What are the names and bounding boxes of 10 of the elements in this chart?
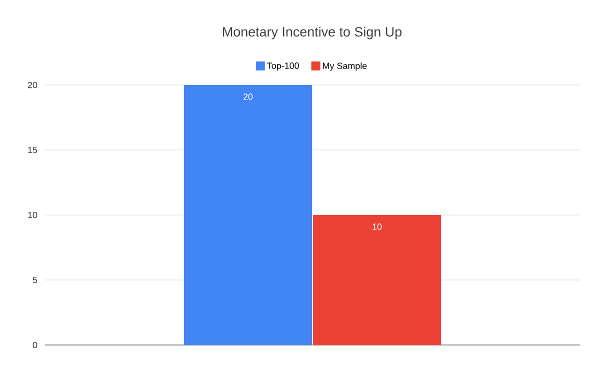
legend-label: Top-100: [267, 62, 299, 71]
legend-label: My Sample: [323, 62, 367, 71]
data-label: 20: [243, 94, 253, 100]
y-tick-label: 15: [28, 146, 38, 154]
data-label: 10: [372, 224, 382, 230]
y-tick-label: 5: [32, 276, 38, 284]
y-tick-label: 0: [32, 342, 38, 348]
y-tick-label: 20: [28, 82, 38, 88]
chart-title: Monetary Incentive to Sign Up: [223, 26, 402, 40]
y-tick-label: 10: [28, 212, 38, 218]
